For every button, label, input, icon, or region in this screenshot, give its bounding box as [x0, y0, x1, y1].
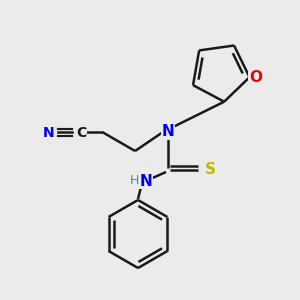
Text: N: N	[162, 124, 174, 140]
Text: C: C	[76, 126, 86, 140]
Text: O: O	[249, 70, 262, 85]
Text: N: N	[42, 126, 54, 140]
Text: S: S	[205, 163, 215, 178]
Text: N: N	[140, 173, 152, 188]
Text: H: H	[129, 175, 139, 188]
